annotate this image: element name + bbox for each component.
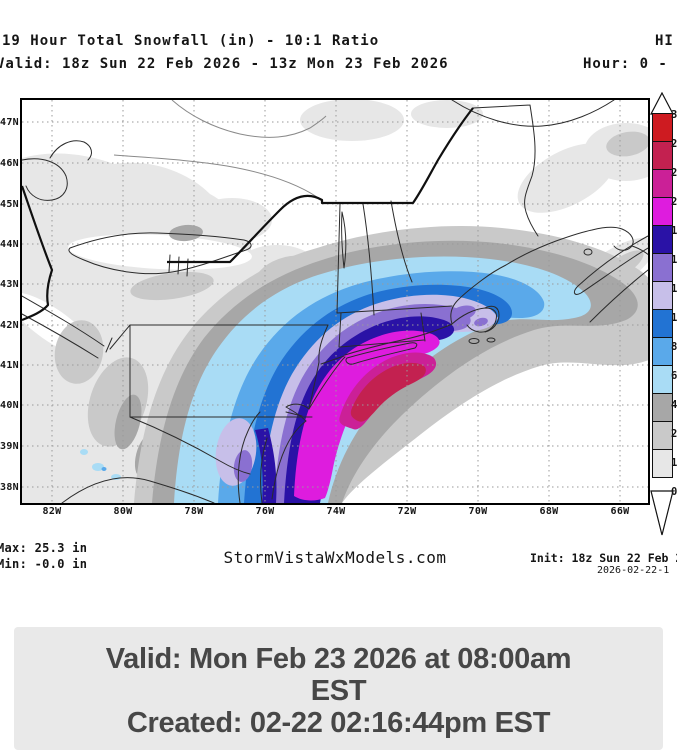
lon-label-70w: 70W (468, 506, 488, 517)
navy-coastal-tail (255, 428, 277, 503)
colorbar-tick: 8 (671, 341, 677, 353)
colorbar-tick: 2 (671, 138, 677, 150)
wv-lightblue-spot3 (80, 449, 88, 455)
lat-label-46n: 46N (0, 158, 19, 169)
lon-label-76w: 76W (255, 506, 275, 517)
colorbar-tick: 6 (671, 370, 677, 382)
map-title: 19 Hour Total Snowfall (in) - 10:1 Ratio (2, 33, 380, 49)
lat-label-39n: 39N (0, 441, 19, 452)
colorbar-band (652, 309, 673, 338)
wv-lightblue-spot1 (92, 463, 104, 471)
hour-range-label: Hour: 0 - (583, 56, 668, 72)
snowfall-map-svg (22, 100, 648, 503)
banner-created-line: Created: 02-22 02:16:44pm EST (126, 707, 551, 739)
valid-range-label: Valid: 18z Sun 22 Feb 2026 - 13z Mon 23 … (0, 56, 449, 72)
international-border (22, 107, 474, 322)
model-name-label: HI (655, 33, 674, 49)
colorbar-band (652, 281, 673, 310)
colorbar-band (652, 141, 673, 170)
storm-swath (80, 226, 648, 503)
max-value-label: Max: 25.3 in (0, 541, 88, 555)
lat-lon-gridlines (22, 100, 648, 503)
colorbar-tick: 1 (671, 457, 677, 469)
lat-label-38n: 38N (0, 482, 19, 493)
colorbar-band (652, 253, 673, 282)
colorbar-tick: 1 (671, 254, 677, 266)
coast-and-state-lines (22, 100, 648, 503)
colorbar-bottom-arrow (650, 490, 674, 536)
colorbar-tick: 3 (671, 109, 677, 121)
colorbar-band (652, 365, 673, 394)
map-canvas (20, 98, 650, 505)
swath-band-magenta (294, 330, 440, 501)
colorbar-tick: 1 (671, 225, 677, 237)
lon-label-82w: 82W (42, 506, 62, 517)
swath-core-crimson (350, 362, 426, 422)
colorbar-band (652, 225, 673, 254)
lat-label-43n: 43N (0, 279, 19, 290)
lat-label-42n: 42N (0, 320, 19, 331)
watermark-site: StormVistaWxModels.com (223, 548, 447, 567)
lon-label-66w: 66W (610, 506, 630, 517)
lon-label-68w: 68W (539, 506, 559, 517)
lat-label-41n: 41N (0, 360, 19, 371)
banner-valid-line: Valid: Mon Feb 23 2026 at 08:00am (105, 643, 572, 675)
lon-label-74w: 74W (326, 506, 346, 517)
colorbar-tick: 2 (671, 196, 677, 208)
lon-label-80w: 80W (113, 506, 133, 517)
colorbar-tick: 4 (671, 399, 677, 411)
lon-label-72w: 72W (397, 506, 417, 517)
river-lines (113, 100, 327, 198)
colorbar-band (652, 449, 673, 478)
colorbar-band (652, 337, 673, 366)
colorbar-band (652, 421, 673, 450)
init-timestamp: 2026-02-22-1 (597, 565, 670, 576)
lon-label-78w: 78W (184, 506, 204, 517)
colorbar (652, 113, 673, 478)
valid-time-banner: Valid: Mon Feb 23 2026 at 08:00am EST Cr… (14, 627, 663, 750)
colorbar-band (652, 197, 673, 226)
colorbar-band (652, 169, 673, 198)
lat-label-40n: 40N (0, 400, 19, 411)
colorbar-tick: 1 (671, 312, 677, 324)
cape-cod-purple-patch (450, 305, 476, 321)
colorbar-tick: 0 (671, 486, 677, 498)
lat-label-45n: 45N (0, 199, 19, 210)
lat-label-44n: 44N (0, 239, 19, 250)
wv-midblue-spot (101, 467, 107, 471)
min-value-label: Min: -0.0 in (0, 557, 88, 571)
colorbar-tick: 2 (671, 428, 677, 440)
colorbar-band (652, 393, 673, 422)
colorbar-tick: 2 (671, 167, 677, 179)
init-time-label: Init: 18z Sun 22 Feb 2026 (530, 551, 677, 565)
lat-label-47n: 47N (0, 117, 19, 128)
banner-tz-line: EST (310, 675, 367, 707)
colorbar-band (652, 113, 673, 142)
colorbar-tick: 1 (671, 283, 677, 295)
cape-cod-purple-patch2 (474, 317, 488, 327)
